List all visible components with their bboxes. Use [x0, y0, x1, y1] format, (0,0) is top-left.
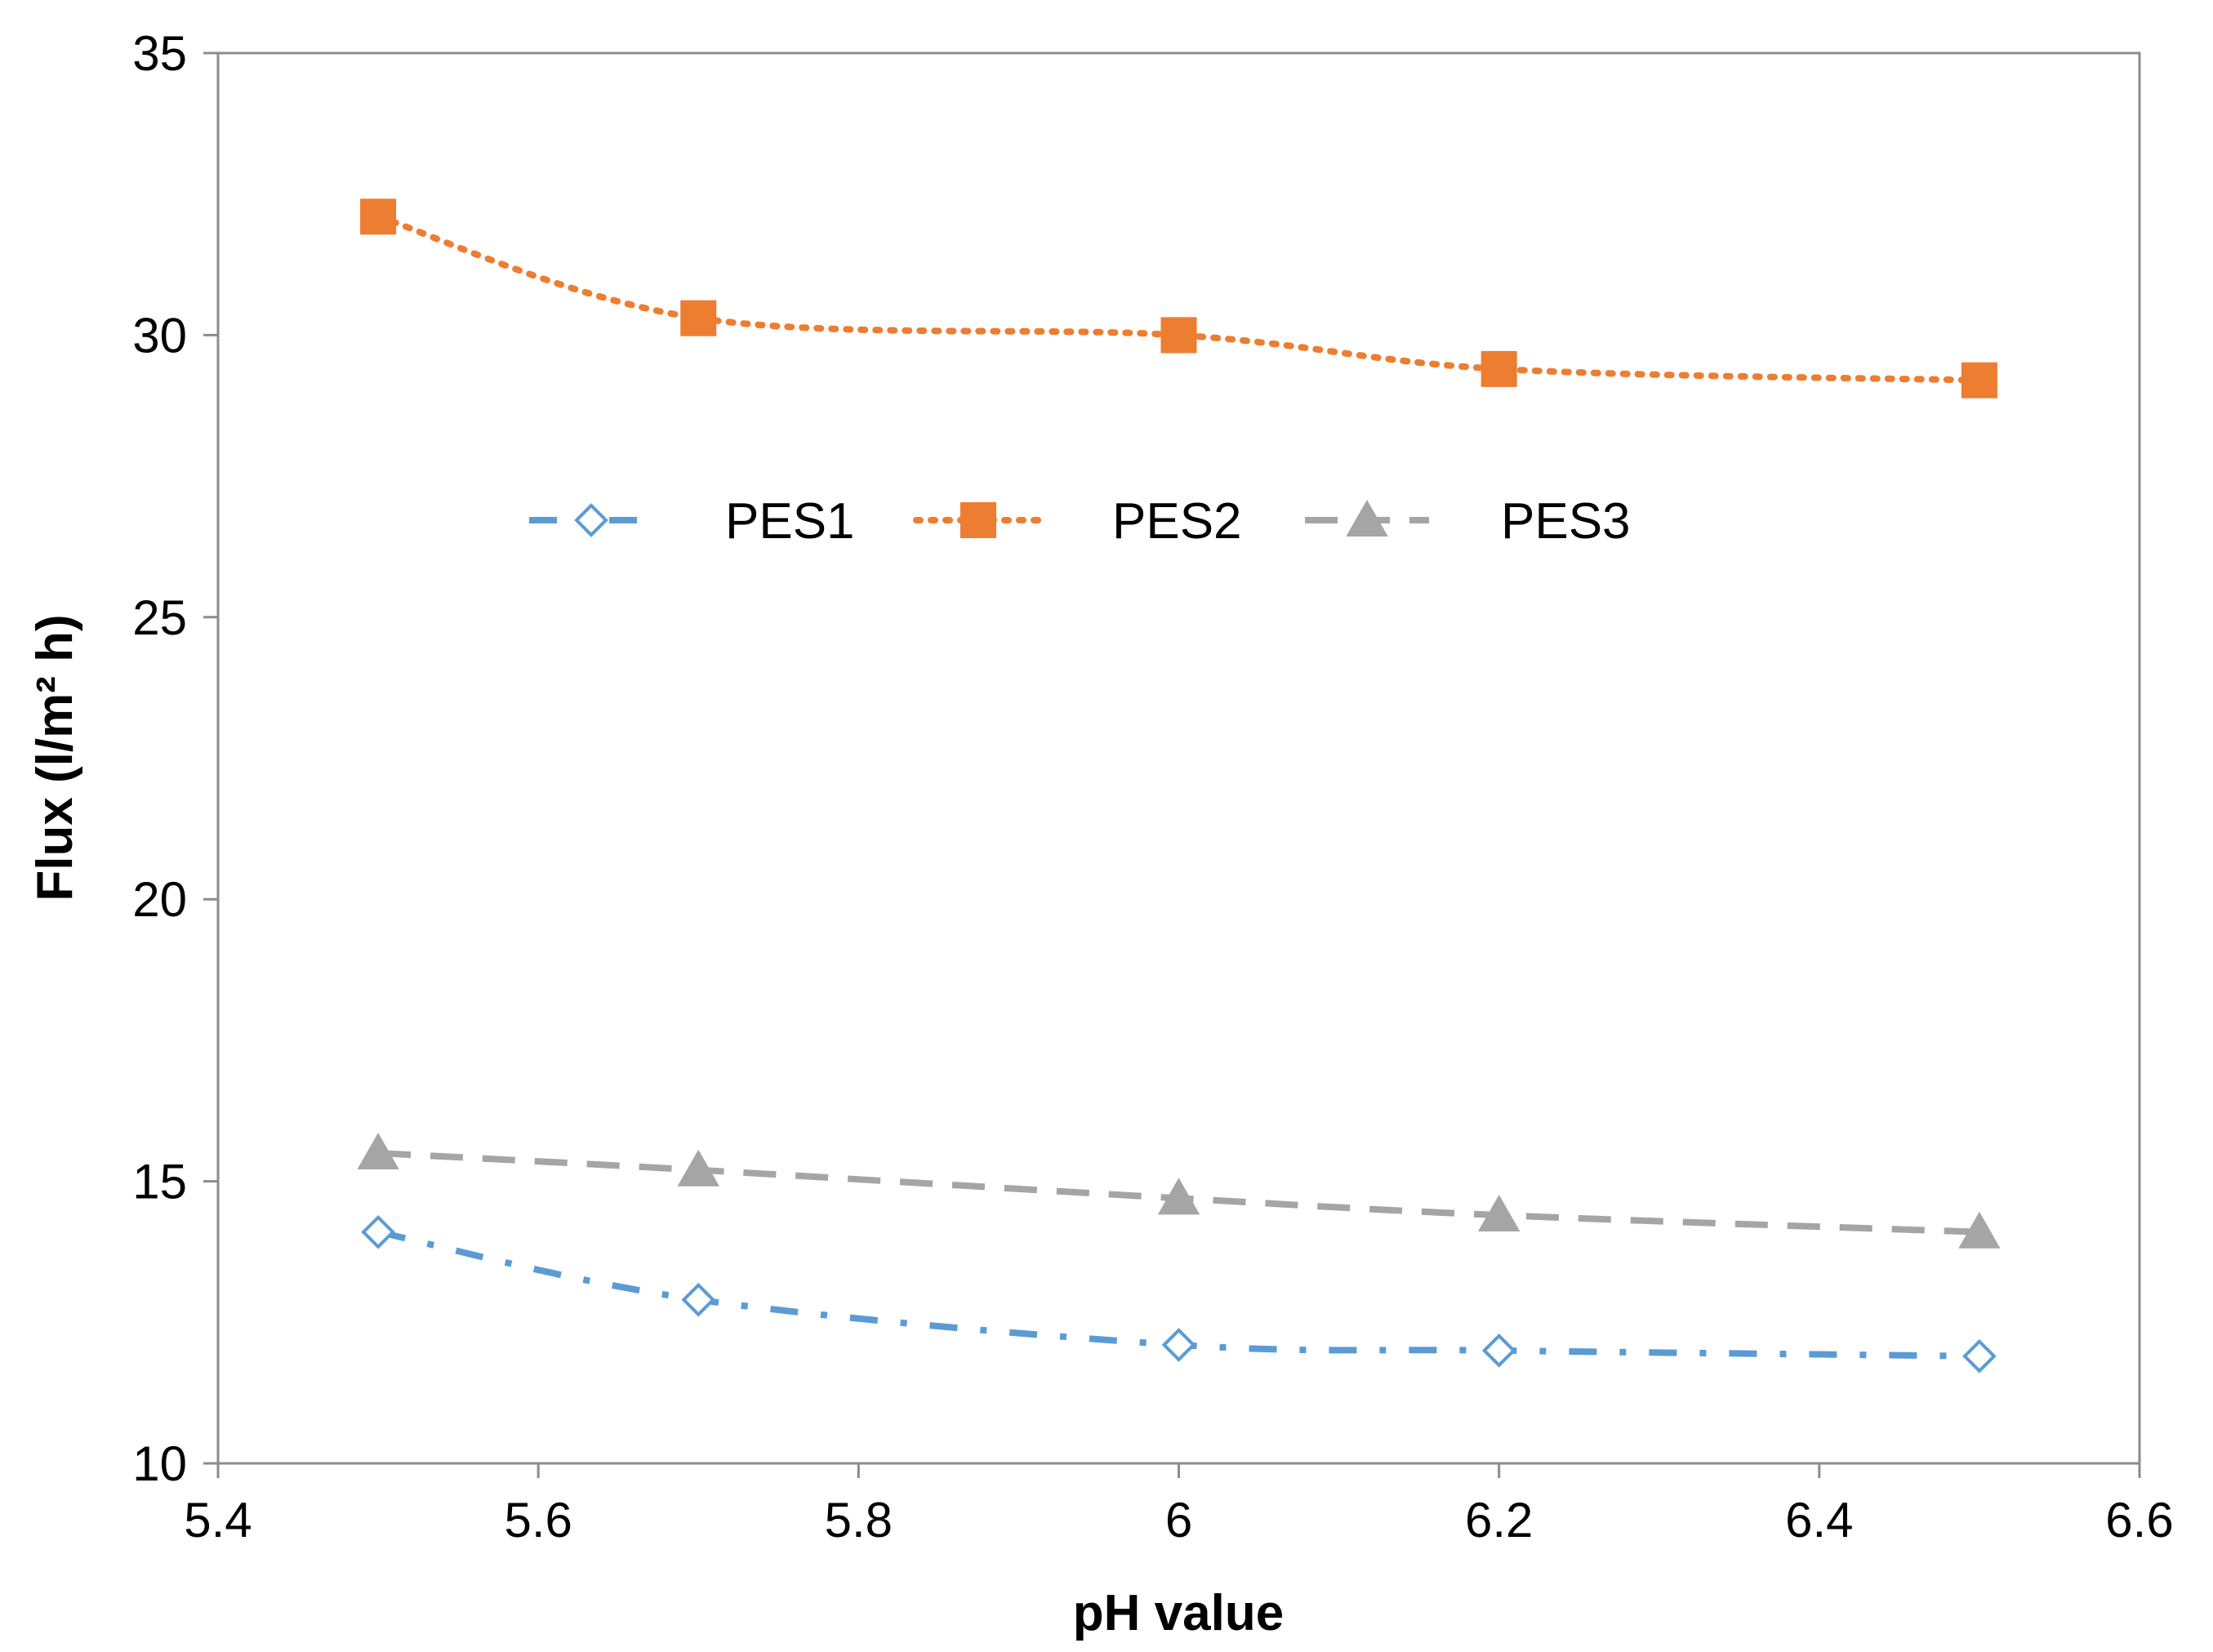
- x-axis: 5.4 5.6 5.8 6 6.2 6.4 6.6: [184, 1463, 2174, 1547]
- data-point-pes1: [1161, 1328, 1196, 1362]
- data-point-pes1: [1962, 1338, 1997, 1374]
- series-pes2: [360, 198, 1997, 399]
- data-point-pes1: [681, 1282, 716, 1317]
- x-tick-label: 5.8: [825, 1493, 893, 1547]
- data-point-pes2: [1160, 317, 1197, 354]
- y-tick-label: 30: [132, 308, 187, 363]
- data-point-pes3: [1157, 1178, 1200, 1215]
- x-tick-label: 5.4: [184, 1493, 252, 1547]
- legend-label: PES1: [725, 493, 855, 550]
- legend-label: PES3: [1501, 493, 1631, 550]
- data-point-pes2: [360, 198, 397, 235]
- x-axis-title: pH value: [1073, 1585, 1284, 1641]
- data-point-pes3: [677, 1149, 719, 1187]
- y-axis: 10 15 20 25 30 35: [132, 26, 218, 1491]
- data-point-pes3: [1958, 1211, 2001, 1249]
- y-tick-label: 10: [132, 1436, 187, 1491]
- legend-marker: [960, 502, 996, 538]
- x-tick-label: 6.4: [1785, 1493, 1853, 1547]
- data-point-pes1: [1481, 1334, 1516, 1368]
- legend-item-pes2: PES2: [913, 493, 1242, 550]
- legend-label: PES2: [1112, 493, 1242, 550]
- x-tick-label: 5.6: [504, 1493, 572, 1547]
- data-point-pes3: [1477, 1195, 1521, 1232]
- x-tick-label: 6: [1165, 1493, 1192, 1547]
- y-tick-label: 35: [132, 26, 187, 81]
- y-axis-title: Flux (l/m² h): [27, 614, 83, 901]
- series-layer: [357, 198, 2001, 1374]
- data-point-pes2: [1961, 362, 1997, 399]
- series-pes3: [357, 1133, 2001, 1249]
- legend-marker: [574, 503, 608, 537]
- y-tick-label: 25: [132, 590, 187, 645]
- x-tick-label: 6.6: [2105, 1493, 2173, 1547]
- data-point-pes1: [361, 1214, 395, 1249]
- data-point-pes2: [680, 300, 717, 336]
- y-tick-label: 15: [132, 1155, 187, 1209]
- data-point-pes2: [1481, 350, 1517, 387]
- series-pes1: [361, 1214, 1997, 1374]
- y-tick-label: 20: [132, 872, 187, 927]
- legend: PES1 PES2 PES3: [529, 493, 1631, 550]
- x-tick-label: 6.2: [1465, 1493, 1533, 1547]
- data-point-pes3: [357, 1133, 399, 1170]
- legend-item-pes1: PES1: [529, 493, 855, 550]
- legend-marker: [1346, 499, 1388, 537]
- legend-item-pes3: PES3: [1305, 493, 1631, 550]
